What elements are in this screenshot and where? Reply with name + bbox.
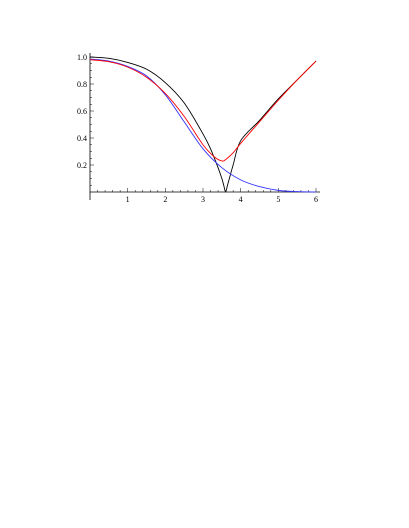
y-tick-label: 0.6	[77, 107, 87, 116]
series-line-black	[89, 56, 317, 193]
axes: 1 2 3 4 5 6 0.2 0.4 0.6 0.8 1.0	[77, 53, 320, 204]
x-tick-label: 5	[276, 195, 280, 204]
x-tick-label: 6	[314, 195, 318, 204]
x-tick-label: 2	[163, 195, 167, 204]
series-line-blue	[89, 58, 317, 193]
y-tick-label: 1.0	[77, 53, 87, 62]
x-tick-label: 4	[239, 195, 243, 204]
y-tick-label: 0.2	[77, 161, 87, 170]
x-tick-label: 1	[126, 195, 130, 204]
series-group	[89, 56, 317, 193]
y-tick-label: 0.4	[77, 134, 87, 143]
series-line-red	[89, 59, 317, 162]
y-tick-label: 0.8	[77, 80, 87, 89]
x-tick-label: 3	[201, 195, 205, 204]
